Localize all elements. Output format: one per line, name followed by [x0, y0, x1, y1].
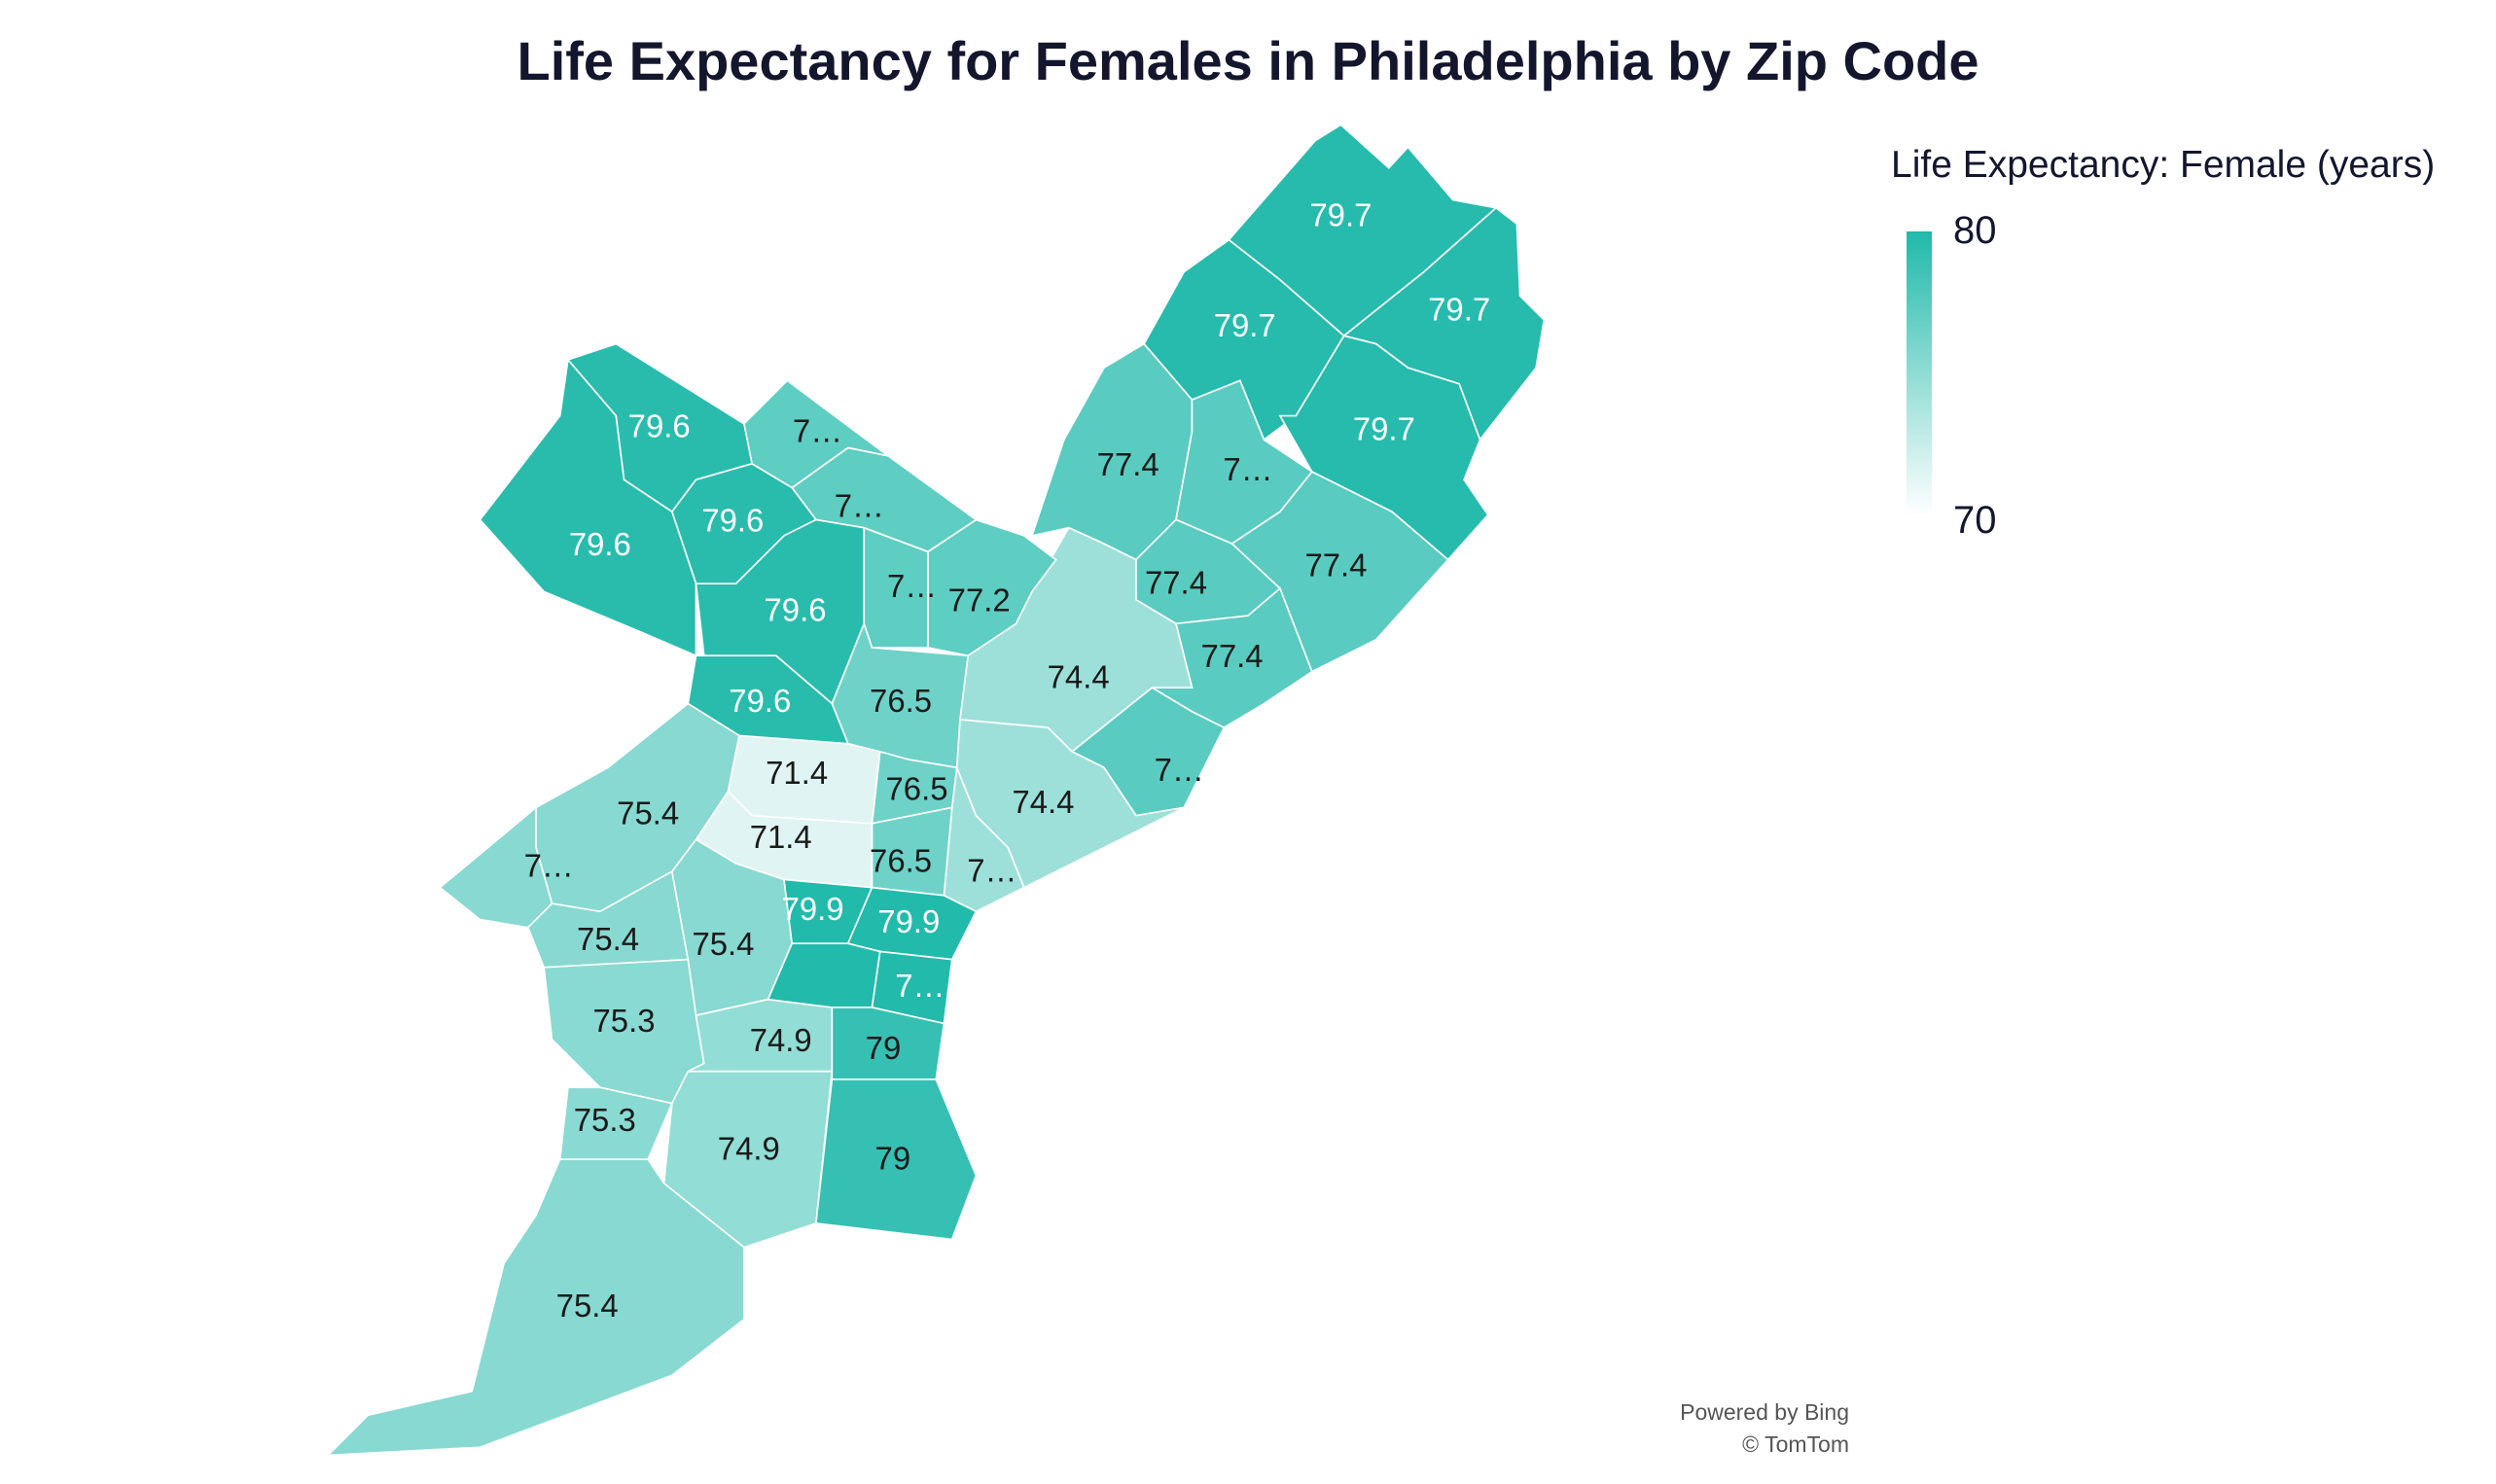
region-value-label: 7… — [967, 853, 1016, 889]
zip-region[interactable] — [1278, 335, 1489, 561]
region-value-label: 77.4 — [1304, 547, 1367, 583]
region-value-label: 75.3 — [593, 1003, 656, 1039]
region-value-label: 75.4 — [692, 926, 754, 962]
region-value-label: 7… — [1223, 451, 1272, 487]
region-value-label: 75.3 — [574, 1102, 636, 1138]
region-value-label: 74.4 — [1012, 784, 1074, 820]
map-attribution: Powered by Bing © TomTom — [1680, 1396, 1849, 1461]
legend-color-scale — [1907, 231, 1932, 515]
region-value-label: 76.5 — [870, 683, 932, 719]
region-value-label: 79.6 — [569, 526, 631, 562]
region-value-label: 7… — [1155, 752, 1204, 788]
region-value-label: 79.9 — [877, 903, 940, 939]
region-value-label: 7… — [887, 568, 937, 604]
region-value-label: 75.4 — [556, 1288, 619, 1324]
region-value-label: 7… — [793, 412, 842, 448]
zip-region[interactable] — [326, 1158, 745, 1457]
region-value-label: 79.9 — [782, 891, 844, 927]
region-value-label: 7… — [835, 488, 884, 524]
region-value-label: 77.2 — [948, 583, 1011, 618]
region-value-label: 79.6 — [765, 591, 827, 627]
region-value-label: 77.4 — [1201, 638, 1264, 674]
region-value-label: 79.7 — [1214, 307, 1276, 343]
map-title: Life Expectancy for Females in Philadelp… — [517, 30, 1979, 91]
region-value-label: 79.7 — [1353, 411, 1415, 447]
legend-max-label: 80 — [1953, 209, 1997, 252]
region-value-label: 75.4 — [577, 921, 639, 957]
region-value-label: 79.6 — [729, 683, 791, 719]
zip-region[interactable] — [695, 518, 866, 705]
region-value-label: 77.4 — [1097, 446, 1159, 482]
region-value-label: 71.4 — [750, 819, 812, 855]
region-value-label: 79.6 — [628, 407, 691, 443]
region-value-label: 79.7 — [1309, 196, 1372, 232]
region-value-label: 79 — [875, 1141, 911, 1177]
zip-region[interactable] — [814, 1078, 978, 1241]
region-value-label: 79 — [866, 1030, 902, 1066]
region-value-label: 76.5 — [886, 771, 948, 807]
zip-region[interactable] — [927, 518, 1057, 657]
region-value-label: 74.4 — [1048, 659, 1110, 695]
region-value-label: 74.9 — [718, 1131, 780, 1167]
zip-region[interactable] — [558, 1086, 673, 1161]
region-value-label: 76.5 — [870, 843, 932, 879]
region-value-label: 7… — [895, 968, 945, 1004]
tomtom-copyright: © TomTom — [1742, 1431, 1849, 1457]
legend-title: Life Expectancy: Female (years) — [1891, 144, 2436, 186]
region-value-label: 75.4 — [617, 795, 679, 830]
region-value-label: 74.9 — [750, 1022, 812, 1058]
region-value-label: 71.4 — [766, 755, 828, 791]
region-value-label: 79.6 — [701, 502, 764, 538]
legend-min-label: 70 — [1953, 499, 1997, 542]
region-value-label: 7… — [524, 848, 574, 884]
region-value-label: 77.4 — [1145, 565, 1207, 601]
region-value-label: 79.7 — [1428, 291, 1490, 327]
powered-by-bing: Powered by Bing — [1680, 1399, 1849, 1425]
zip-region[interactable] — [479, 358, 697, 657]
